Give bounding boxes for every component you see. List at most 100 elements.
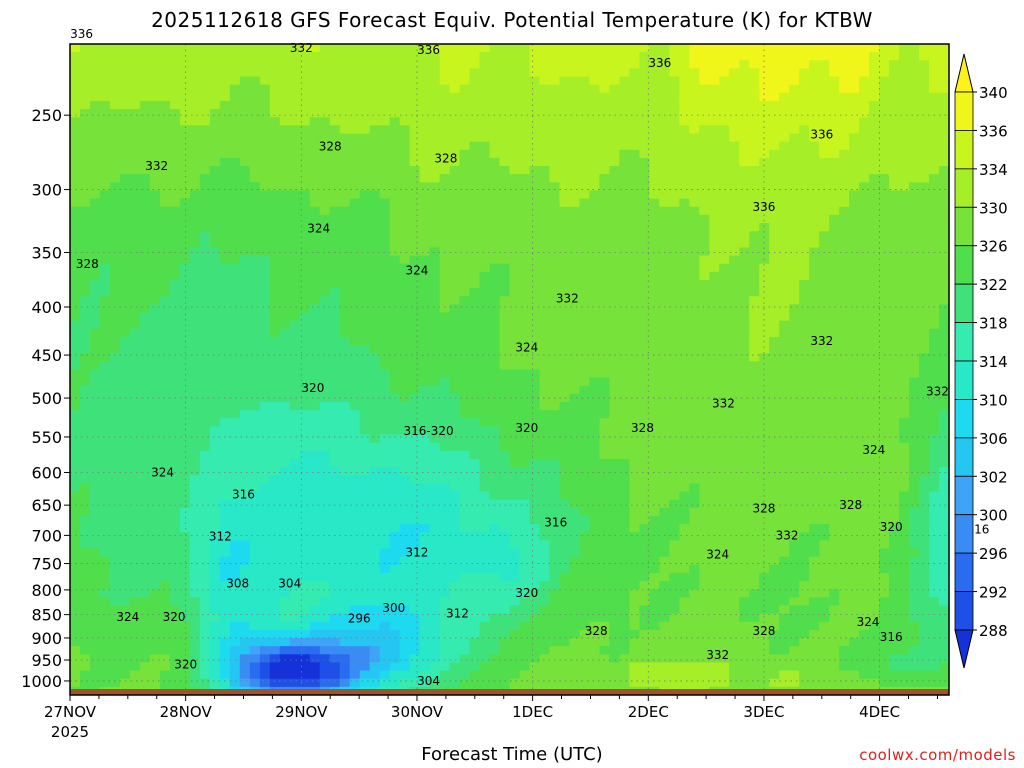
field-cell [449,385,461,395]
field-cell [699,467,710,476]
field-cell [369,369,381,379]
field-cell [639,353,650,362]
credit-text[interactable]: coolwx.com/models [859,746,1016,764]
field-cell [749,141,760,151]
field-cell [809,149,820,159]
field-cell [409,68,421,78]
field-cell [249,76,261,86]
field-cell [279,100,291,110]
field-cell [829,255,840,265]
field-cell [339,393,351,403]
field-cell [309,223,321,232]
field-cell [539,52,551,61]
field-cell [489,345,501,354]
field-cell [219,117,231,126]
field-cell [669,385,680,395]
field-cell [579,76,591,86]
field-cell [569,239,581,249]
field-cell [569,92,581,102]
field-cell [709,182,720,192]
field-cell [679,84,690,94]
field-cell [339,499,351,509]
field-cell [259,92,271,102]
field-cell [449,60,461,70]
field-cell [489,190,501,200]
field-cell [939,450,949,460]
field-cell [359,133,371,143]
field-cell [649,263,660,273]
field-cell [209,125,221,135]
field-cell [179,157,191,167]
field-cell [519,483,531,493]
field-cell [559,206,571,216]
field-cell [529,166,541,175]
field-cell [129,100,141,110]
field-cell [489,255,501,265]
field-cell [239,117,251,126]
field-cell [729,336,740,346]
field-cell [349,223,361,232]
field-cell [779,239,790,249]
field-cell [139,345,151,354]
field-cell [479,52,491,61]
field-cell [339,247,351,257]
field-cell [519,68,531,78]
field-cell [379,279,391,289]
field-cell [609,385,620,395]
field-cell [599,377,610,387]
field-cell [339,84,351,94]
field-cell [149,263,161,273]
field-cell [679,483,690,493]
field-cell [159,393,171,403]
field-cell [519,402,531,411]
field-cell [719,475,730,485]
field-cell [209,361,221,371]
field-cell [369,198,381,208]
field-cell [749,320,760,330]
field-cell [739,247,750,257]
field-cell [119,239,131,249]
field-cell [319,263,331,273]
field-cell [809,206,820,216]
field-cell [249,361,261,371]
field-cell [799,141,810,151]
field-cell [99,304,111,314]
field-cell [119,92,131,102]
field-cell [669,255,680,265]
field-cell [449,182,461,192]
field-cell [399,442,411,452]
field-cell [149,141,161,151]
field-cell [89,304,101,314]
field-cell [879,198,890,208]
field-cell [569,393,581,403]
field-cell [629,353,640,362]
field-cell [439,44,451,53]
field-cell [589,385,600,395]
field-cell [619,149,630,159]
field-cell [79,182,91,192]
field-cell [799,117,810,126]
field-cell [939,117,949,126]
field-cell [479,231,491,240]
field-cell [559,336,571,346]
field-cell [259,60,271,70]
field-cell [169,353,181,362]
field-cell [409,76,421,86]
field-cell [629,44,640,53]
field-cell [319,100,331,110]
field-cell [319,499,331,509]
field-cell [419,117,431,126]
field-cell [179,174,191,183]
field-cell [489,361,501,371]
field-cell [99,328,111,338]
field-cell [709,369,720,379]
field-cell [109,312,121,322]
field-cell [849,109,860,118]
field-cell [529,336,541,346]
field-cell [319,336,331,346]
field-cell [149,393,161,403]
field-cell [569,223,581,232]
field-cell [209,418,221,428]
field-cell [409,223,421,232]
field-cell [839,418,850,428]
